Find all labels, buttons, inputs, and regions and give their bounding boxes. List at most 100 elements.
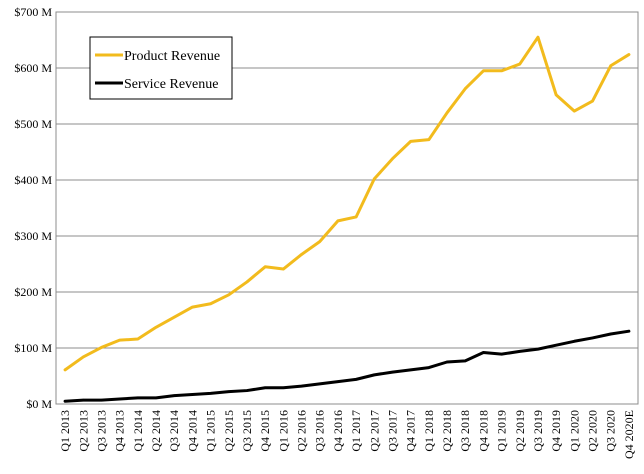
x-tick-label: Q1 2018: [422, 410, 436, 452]
data-point: [609, 332, 612, 336]
data-point: [136, 396, 140, 400]
data-point: [318, 382, 321, 386]
data-point: [245, 280, 249, 284]
x-tick-label: Q3 2014: [167, 410, 181, 452]
y-axis-tick-labels: $0 M $100 M $200 M $300 M $400 M $500 M $600 M…: [14, 5, 52, 411]
data-point: [391, 157, 394, 160]
x-tick-label: Q3 2019: [531, 410, 545, 452]
x-tick-label: Q4 2014: [185, 410, 199, 452]
x-tick-label: Q1 2014: [131, 410, 145, 452]
data-point: [63, 368, 67, 372]
data-point: [118, 338, 121, 342]
data-point: [154, 396, 158, 400]
data-point: [100, 398, 103, 402]
data-point: [445, 111, 449, 115]
legend-label: Product Revenue: [124, 49, 220, 64]
x-tick-label: Q1 2020: [567, 410, 581, 452]
x-tick-label: Q4 2013: [113, 410, 127, 452]
x-tick-label: Q4 2019: [549, 410, 563, 452]
legend-label: Service Revenue: [124, 77, 218, 92]
data-point: [573, 109, 576, 113]
data-point: [336, 219, 340, 223]
data-point: [627, 53, 631, 56]
data-point: [191, 305, 194, 309]
legend-box: [89, 36, 233, 100]
data-point: [554, 344, 558, 347]
x-tick-label: Q2 2014: [149, 410, 163, 452]
x-tick-label: Q3 2017: [385, 410, 399, 452]
x-tick-label: Q2 2015: [222, 410, 236, 452]
data-point: [354, 215, 358, 219]
data-point: [191, 393, 194, 396]
x-tick-label: Q1 2016: [276, 410, 290, 452]
x-tick-label: Q1 2015: [204, 410, 218, 452]
data-point: [482, 351, 485, 354]
y-tick-label: $100 M: [14, 341, 52, 355]
series-service-revenue: [63, 329, 631, 403]
series-line: [63, 35, 631, 372]
data-point: [173, 394, 176, 397]
data-point: [118, 397, 121, 401]
legend: Product Revenue Service Revenue: [89, 36, 233, 100]
data-point: [518, 350, 521, 353]
data-point: [391, 370, 394, 374]
data-point: [500, 69, 503, 73]
data-point: [591, 99, 594, 103]
x-tick-label: Q2 2016: [295, 410, 309, 452]
data-point: [227, 390, 230, 393]
data-point: [627, 330, 631, 333]
data-point: [609, 64, 612, 67]
x-tick-label: Q2 2019: [513, 410, 527, 452]
x-tick-label: Q2 2013: [76, 410, 90, 452]
axes: [55, 11, 639, 405]
data-point: [464, 359, 467, 363]
data-point: [82, 398, 85, 402]
x-tick-label: Q4 2020E: [622, 410, 636, 459]
x-tick-label: Q1 2017: [349, 410, 363, 452]
data-point: [100, 346, 103, 349]
x-tick-label: Q1 2013: [58, 410, 72, 452]
data-point: [591, 336, 594, 340]
x-tick-label: Q1 2019: [495, 410, 509, 452]
data-point: [282, 386, 285, 389]
data-point: [373, 177, 376, 181]
data-point: [354, 378, 358, 381]
data-point: [300, 253, 303, 256]
data-point: [63, 400, 67, 403]
x-tick-label: Q2 2018: [440, 410, 454, 452]
y-tick-label: $700 M: [14, 5, 52, 19]
x-tick-label: Q3 2018: [458, 410, 472, 452]
data-point: [136, 337, 140, 341]
data-point: [173, 316, 176, 319]
data-point: [573, 340, 576, 343]
x-tick-label: Q3 2013: [94, 410, 108, 452]
data-point: [227, 293, 230, 296]
x-tick-label: Q3 2016: [313, 410, 327, 452]
data-point: [263, 386, 267, 389]
data-point: [536, 36, 540, 39]
data-point: [82, 355, 85, 359]
data-point: [464, 87, 467, 90]
data-point: [318, 240, 321, 243]
x-tick-label: Q2 2020: [586, 410, 600, 452]
y-tick-label: $200 M: [14, 285, 52, 299]
data-point: [282, 267, 285, 271]
x-tick-label: Q3 2020: [604, 410, 618, 452]
data-point: [409, 368, 412, 372]
data-point: [336, 380, 340, 383]
x-tick-label: Q4 2015: [258, 410, 272, 452]
data-point: [263, 265, 267, 268]
series-line: [63, 329, 631, 403]
data-point: [409, 140, 412, 143]
data-point: [554, 93, 558, 97]
data-point: [427, 366, 431, 369]
y-tick-label: $0 M: [26, 397, 52, 411]
plot-area-border: [55, 11, 639, 405]
x-tick-label: Q4 2017: [404, 410, 418, 452]
x-tick-label: Q3 2015: [240, 410, 254, 452]
data-point: [245, 389, 249, 392]
x-tick-label: Q4 2016: [331, 410, 345, 452]
data-point: [518, 62, 521, 66]
y-tick-label: $400 M: [14, 173, 52, 187]
